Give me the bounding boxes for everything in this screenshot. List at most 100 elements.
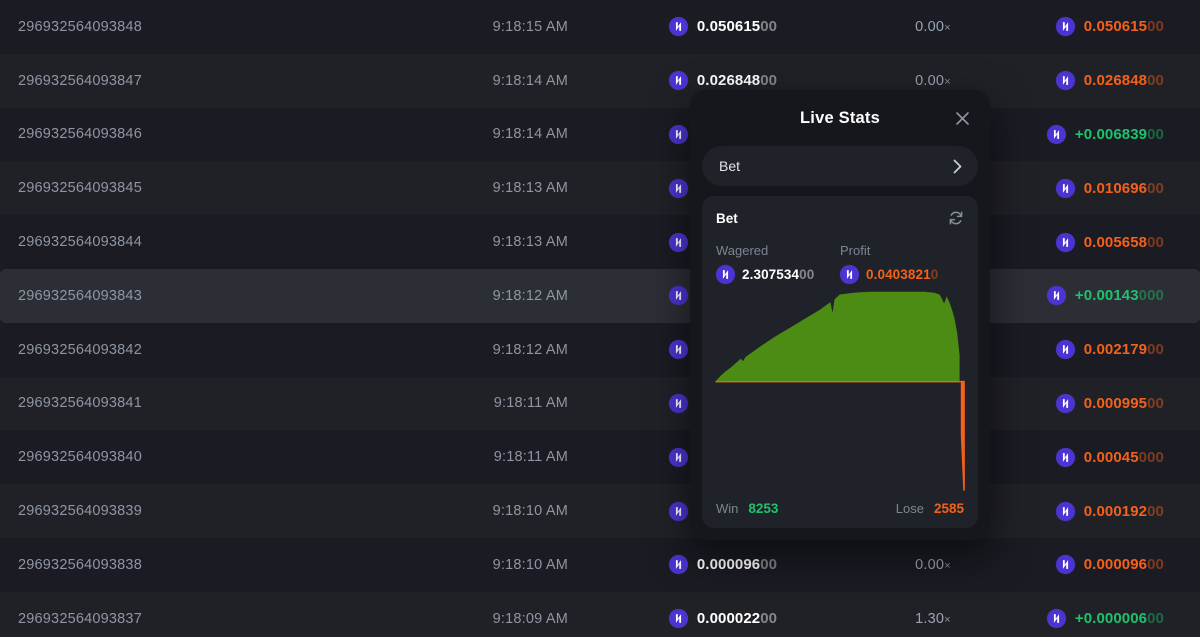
bet-type-selector[interactable]: Bet xyxy=(702,146,978,186)
coin-icon xyxy=(668,501,688,521)
win-value: 8253 xyxy=(748,500,779,516)
bet-multiplier: 0.00× xyxy=(915,556,951,573)
bet-id: 296932564093840 xyxy=(18,449,142,466)
bet-id: 296932564093845 xyxy=(18,180,142,197)
bet-amount: 0.00009600 xyxy=(598,555,848,575)
lose-stat: Lose 2585 xyxy=(896,501,964,516)
coin-icon xyxy=(1055,17,1075,37)
coin-icon xyxy=(668,232,688,252)
coin-icon xyxy=(1046,286,1066,306)
bet-time: 9:18:13 AM xyxy=(492,180,568,197)
coin-icon xyxy=(668,71,688,91)
coin-icon xyxy=(1055,501,1075,521)
bet-id: 296932564093847 xyxy=(18,72,142,89)
coin-icon xyxy=(668,17,688,37)
bet-time: 9:18:12 AM xyxy=(492,287,568,304)
coin-icon xyxy=(716,265,735,284)
bet-multiplier: 1.30× xyxy=(915,610,951,627)
bet-time: 9:18:13 AM xyxy=(492,234,568,251)
lose-label: Lose xyxy=(895,500,924,516)
bet-payout: +0.00143000 xyxy=(1018,286,1182,306)
bet-id: 296932564093841 xyxy=(18,395,142,412)
bet-id: 296932564093844 xyxy=(18,234,142,251)
bet-stats-card-title: Bet xyxy=(716,210,738,226)
bet-payout: +0.00683900 xyxy=(1018,124,1182,144)
metric-wagered-value: 2.30753400 xyxy=(716,265,840,284)
bet-payout: +0.00000600 xyxy=(1018,609,1182,629)
lose-value: 2585 xyxy=(933,500,964,516)
coin-icon xyxy=(1055,447,1075,467)
metric-wagered: Wagered 2.30753400 xyxy=(716,243,840,284)
bet-payout: 0.05061500 xyxy=(1018,17,1182,37)
bet-multiplier: 0.00× xyxy=(915,18,951,35)
refresh-icon[interactable] xyxy=(948,210,964,226)
bet-payout: 0.01069600 xyxy=(1018,178,1182,198)
bet-payout: 0.00045000 xyxy=(1018,447,1182,467)
coin-icon xyxy=(1055,178,1075,198)
live-stats-panel: Live Stats Bet Bet xyxy=(690,90,990,540)
bet-payout: 0.00217900 xyxy=(1018,340,1182,360)
profit-area-chart xyxy=(714,290,966,493)
bet-amount: 0.05061500 xyxy=(598,17,848,37)
coin-icon xyxy=(668,286,688,306)
close-icon[interactable] xyxy=(950,106,974,130)
metric-wagered-label: Wagered xyxy=(716,243,769,258)
table-row[interactable]: 296932564093837 9:18:09 AM 0.00002200 1.30×… xyxy=(0,591,1200,637)
table-row[interactable]: 296932564093848 9:18:15 AM 0.05061500 0.00×… xyxy=(0,0,1200,54)
bet-metrics: Wagered 2.30753400 Profit 0.04038 xyxy=(716,243,964,284)
coin-icon xyxy=(1055,232,1075,252)
bet-payout: 0.00565800 xyxy=(1018,232,1182,252)
bet-payout: 0.02684800 xyxy=(1018,71,1182,91)
coin-icon xyxy=(1046,124,1066,144)
bet-id: 296932564093837 xyxy=(18,610,142,627)
coin-icon xyxy=(668,340,688,360)
chevron-right-icon xyxy=(953,159,962,174)
bet-time: 9:18:14 AM xyxy=(492,126,568,143)
metric-profit-value: 0.04038210 xyxy=(840,265,964,284)
bet-stats-card: Bet Wagered xyxy=(702,196,978,528)
metric-profit: Profit 0.04038210 xyxy=(840,243,964,284)
bet-stats-footer: Win 8253 Lose 2585 xyxy=(716,499,964,517)
bet-payout: 0.00099500 xyxy=(1018,393,1182,413)
coin-icon xyxy=(1046,609,1066,629)
panel-title: Live Stats xyxy=(800,108,880,127)
bet-payout: 0.00009600 xyxy=(1018,555,1182,575)
bet-id: 296932564093843 xyxy=(18,287,142,304)
coin-icon xyxy=(1055,71,1075,91)
table-row[interactable]: 296932564093838 9:18:10 AM 0.00009600 0.00×… xyxy=(0,537,1200,592)
metric-wagered-amount: 2.30753400 xyxy=(742,267,815,282)
live-stats-header: Live Stats xyxy=(702,90,978,146)
bet-id: 296932564093848 xyxy=(18,18,142,35)
bet-time: 9:18:09 AM xyxy=(492,610,568,627)
bet-time: 9:18:10 AM xyxy=(492,503,568,520)
coin-icon xyxy=(668,178,688,198)
bet-id: 296932564093846 xyxy=(18,126,142,143)
bet-payout: 0.00019200 xyxy=(1018,501,1182,521)
coin-icon xyxy=(668,555,688,575)
coin-icon xyxy=(668,393,688,413)
table-row[interactable]: 296932564093847 9:18:14 AM 0.02684800 0.00×… xyxy=(0,53,1200,108)
coin-icon xyxy=(1055,393,1075,413)
win-label: Win xyxy=(716,500,739,516)
bet-time: 9:18:11 AM xyxy=(493,395,568,412)
profit-chart-svg xyxy=(714,291,965,491)
bet-time: 9:18:15 AM xyxy=(492,18,568,35)
metric-profit-label: Profit xyxy=(840,243,871,258)
bet-id: 296932564093842 xyxy=(18,341,142,358)
coin-icon xyxy=(668,609,688,629)
bet-id: 296932564093839 xyxy=(18,503,142,520)
bet-time: 9:18:11 AM xyxy=(493,449,568,466)
bet-multiplier: 0.00× xyxy=(915,72,951,89)
bet-type-selector-label: Bet xyxy=(719,158,741,174)
bet-amount: 0.00002200 xyxy=(598,609,848,629)
